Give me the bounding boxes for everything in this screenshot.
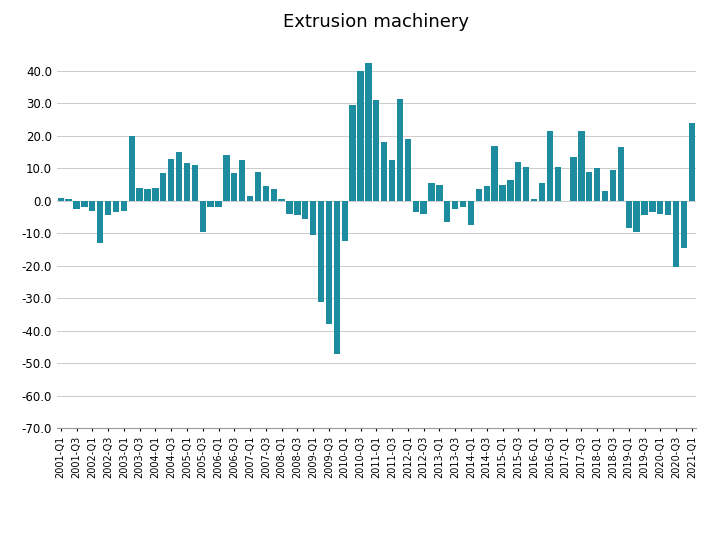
Bar xyxy=(65,199,72,201)
Bar xyxy=(413,201,419,212)
Bar xyxy=(531,199,537,201)
Bar xyxy=(381,142,388,201)
Bar xyxy=(97,201,104,243)
Bar xyxy=(452,201,459,209)
Bar xyxy=(468,201,474,225)
Bar xyxy=(334,201,340,354)
Bar xyxy=(105,201,111,215)
Bar xyxy=(665,201,672,215)
Bar xyxy=(223,155,229,201)
Bar xyxy=(515,162,521,201)
Bar xyxy=(310,201,317,235)
Bar xyxy=(121,201,127,211)
Bar xyxy=(444,201,450,222)
Bar xyxy=(420,201,427,214)
Bar xyxy=(200,201,206,232)
Bar xyxy=(547,131,553,201)
Bar xyxy=(239,160,246,201)
Bar xyxy=(286,201,293,214)
Bar xyxy=(263,186,269,201)
Bar xyxy=(247,196,253,201)
Bar xyxy=(342,201,348,242)
Bar xyxy=(184,164,190,201)
Bar xyxy=(594,169,601,201)
Bar xyxy=(113,201,119,212)
Bar xyxy=(555,167,561,201)
Bar xyxy=(539,183,545,201)
Bar xyxy=(641,201,648,215)
Bar xyxy=(610,170,616,201)
Bar xyxy=(278,199,285,201)
Bar xyxy=(294,201,300,215)
Bar xyxy=(673,201,679,267)
Bar xyxy=(81,201,87,208)
Bar xyxy=(207,201,214,208)
Bar xyxy=(73,201,80,209)
Bar xyxy=(152,188,158,201)
Bar xyxy=(618,147,624,201)
Bar xyxy=(578,131,584,201)
Bar xyxy=(389,160,395,201)
Title: Extrusion machinery: Extrusion machinery xyxy=(283,13,469,31)
Bar xyxy=(255,172,261,201)
Bar xyxy=(523,167,530,201)
Bar xyxy=(633,201,640,232)
Bar xyxy=(373,100,379,201)
Bar xyxy=(302,201,308,219)
Bar xyxy=(681,201,687,248)
Bar xyxy=(428,183,435,201)
Bar xyxy=(649,201,655,212)
Bar xyxy=(231,173,237,201)
Bar xyxy=(397,98,403,201)
Bar xyxy=(318,201,324,301)
Bar xyxy=(136,188,143,201)
Bar xyxy=(168,159,175,201)
Bar xyxy=(689,123,695,201)
Bar xyxy=(215,201,222,208)
Bar xyxy=(484,186,490,201)
Bar xyxy=(357,71,364,201)
Bar xyxy=(436,184,442,201)
Bar xyxy=(349,105,356,201)
Bar xyxy=(89,201,95,211)
Bar xyxy=(160,173,166,201)
Bar xyxy=(491,145,498,201)
Bar xyxy=(602,191,608,201)
Bar xyxy=(144,189,151,201)
Bar xyxy=(365,63,371,201)
Bar xyxy=(570,157,577,201)
Bar xyxy=(626,201,632,228)
Bar xyxy=(586,172,592,201)
Bar xyxy=(460,201,466,208)
Bar xyxy=(176,152,182,201)
Bar xyxy=(405,139,411,201)
Bar xyxy=(476,189,482,201)
Bar xyxy=(271,189,277,201)
Bar xyxy=(326,201,332,324)
Bar xyxy=(58,198,64,201)
Bar xyxy=(192,165,198,201)
Bar xyxy=(507,180,513,201)
Bar xyxy=(129,136,135,201)
Bar xyxy=(657,201,663,214)
Bar xyxy=(499,184,506,201)
